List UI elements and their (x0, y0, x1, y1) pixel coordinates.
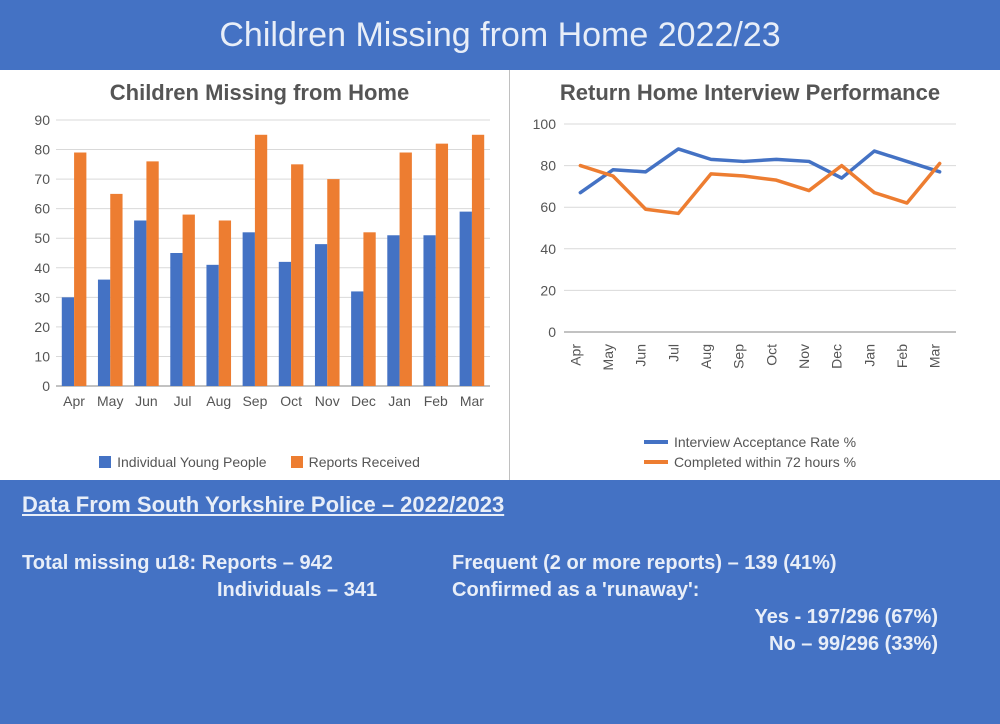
svg-text:Sep: Sep (242, 393, 267, 409)
svg-text:Nov: Nov (315, 393, 340, 409)
svg-text:60: 60 (540, 199, 556, 215)
bar-chart-title: Children Missing from Home (20, 80, 499, 106)
svg-text:May: May (97, 393, 123, 409)
charts-row: Children Missing from Home 0 10 20 30 40 50 60… (0, 70, 1000, 480)
svg-text:Apr: Apr (567, 344, 583, 366)
svg-text:50: 50 (34, 230, 50, 246)
legend-swatch (99, 456, 111, 468)
svg-text:Dec: Dec (829, 344, 845, 369)
legend-item-acceptance: Interview Acceptance Rate % (644, 434, 856, 450)
police-stat: Frequent (2 or more reports) – 139 (41%) (452, 552, 978, 575)
svg-text:30: 30 (34, 289, 50, 305)
svg-text:40: 40 (540, 241, 556, 257)
legend-item-completed: Completed within 72 hours % (644, 454, 856, 470)
svg-text:Jan: Jan (861, 344, 877, 367)
police-stat: Confirmed as a 'runaway': (452, 579, 978, 602)
police-stat: Individuals – 341 (22, 579, 452, 602)
svg-text:Mar: Mar (927, 344, 943, 368)
police-stat: No – 99/296 (33%) (452, 633, 978, 656)
svg-text:0: 0 (42, 378, 50, 394)
svg-text:0: 0 (548, 324, 556, 340)
svg-text:Jun: Jun (633, 344, 649, 367)
svg-text:Aug: Aug (206, 393, 231, 409)
svg-text:40: 40 (34, 260, 50, 276)
svg-text:Jun: Jun (135, 393, 158, 409)
police-left-col: Total missing u18: Reports – 942 Individ… (22, 552, 452, 660)
legend-swatch (291, 456, 303, 468)
svg-text:20: 20 (540, 282, 556, 298)
police-right-col: Frequent (2 or more reports) – 139 (41%)… (452, 552, 978, 660)
svg-text:100: 100 (533, 116, 557, 132)
police-data-section: Data From South Yorkshire Police – 2022/… (0, 480, 1000, 660)
svg-text:60: 60 (34, 201, 50, 217)
svg-text:Mar: Mar (460, 393, 484, 409)
legend-swatch (644, 440, 668, 444)
bar-chart-plot: 0 10 20 30 40 50 60 70 80 90 Apr May Jun Jul Aug Sep Oct… (20, 114, 499, 448)
line-chart-legend: Interview Acceptance Rate % Completed wi… (520, 434, 980, 470)
legend-label: Completed within 72 hours % (674, 454, 856, 470)
svg-text:Feb: Feb (424, 393, 448, 409)
legend-label: Reports Received (309, 454, 420, 470)
legend-label: Individual Young People (117, 454, 266, 470)
svg-text:90: 90 (34, 114, 50, 128)
svg-text:Jan: Jan (388, 393, 411, 409)
svg-text:Jul: Jul (665, 344, 681, 362)
svg-text:80: 80 (34, 142, 50, 158)
svg-text:Dec: Dec (351, 393, 376, 409)
svg-text:Nov: Nov (796, 344, 812, 369)
legend-label: Interview Acceptance Rate % (674, 434, 856, 450)
legend-item-individual: Individual Young People (99, 454, 266, 470)
police-stat: Yes - 197/296 (67%) (452, 606, 978, 629)
svg-text:Feb: Feb (894, 344, 910, 368)
svg-text:20: 20 (34, 319, 50, 335)
svg-text:Apr: Apr (63, 393, 85, 409)
page-title: Children Missing from Home 2022/23 (0, 0, 1000, 70)
bar-chart-panel: Children Missing from Home 0 10 20 30 40 50 60… (0, 70, 510, 480)
svg-text:10: 10 (34, 348, 50, 364)
police-header: Data From South Yorkshire Police – 2022/… (22, 492, 978, 518)
bar-chart-legend: Individual Young People Reports Received (20, 454, 499, 470)
legend-swatch (644, 460, 668, 464)
police-stat: Total missing u18: Reports – 942 (22, 552, 452, 575)
svg-text:70: 70 (34, 171, 50, 187)
svg-text:Jul: Jul (174, 393, 192, 409)
svg-text:Oct: Oct (763, 344, 779, 366)
svg-text:Aug: Aug (698, 344, 714, 369)
svg-text:80: 80 (540, 158, 556, 174)
line-chart-panel: Return Home Interview Performance 0 20 40 6… (510, 70, 1000, 480)
line-chart-plot: 0 20 40 60 80 100 Apr May Jun Jul Aug Sep Oct Nov Dec J… (520, 114, 980, 428)
legend-item-reports: Reports Received (291, 454, 420, 470)
svg-text:Oct: Oct (280, 393, 302, 409)
svg-text:Sep: Sep (731, 344, 747, 369)
line-chart-title: Return Home Interview Performance (520, 80, 980, 106)
svg-text:May: May (600, 344, 616, 370)
